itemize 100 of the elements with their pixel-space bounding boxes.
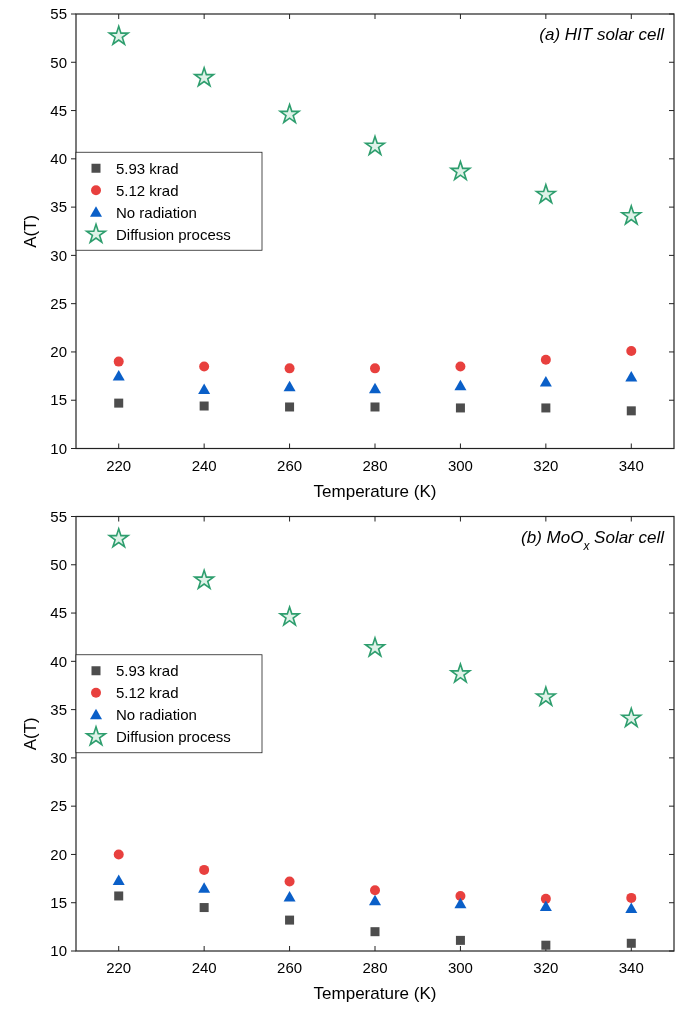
y-tick-label: 25 <box>50 797 67 815</box>
point <box>114 891 124 901</box>
point <box>370 402 380 412</box>
legend-label: 5.93 krad <box>116 662 179 679</box>
x-tick-label: 220 <box>106 456 132 474</box>
point <box>193 569 215 590</box>
point <box>450 663 471 683</box>
point <box>112 874 125 886</box>
legend-label: No radiation <box>116 706 197 723</box>
point <box>284 876 295 887</box>
x-tick-label: 300 <box>447 456 473 474</box>
y-tick-label: 40 <box>50 150 67 168</box>
point <box>108 528 129 548</box>
point <box>540 893 551 904</box>
y-tick-label: 25 <box>50 294 67 312</box>
x-tick-label: 220 <box>106 959 132 976</box>
y-tick-label: 15 <box>50 893 67 911</box>
point <box>112 370 125 381</box>
y-tick-label: 20 <box>50 845 67 863</box>
point <box>450 160 471 181</box>
legend-label: 5.12 krad <box>116 684 179 701</box>
y-tick-label: 50 <box>50 53 67 71</box>
point <box>626 938 636 948</box>
point <box>284 363 295 374</box>
y-tick-label: 10 <box>50 439 67 457</box>
point <box>108 25 129 46</box>
point <box>198 882 211 893</box>
x-tick-label: 320 <box>533 959 559 976</box>
point <box>199 864 210 875</box>
legend-label: Diffusion process <box>116 225 231 243</box>
point <box>364 637 386 657</box>
y-tick-label: 15 <box>50 391 67 409</box>
point <box>193 67 215 87</box>
x-tick-label: 340 <box>618 456 644 474</box>
legend-label: Diffusion process <box>116 728 231 745</box>
point <box>369 894 381 906</box>
y-tick-label: 30 <box>50 246 67 264</box>
point <box>285 402 295 412</box>
y-tick-label: 50 <box>50 556 67 574</box>
point <box>370 363 380 374</box>
point <box>198 383 211 395</box>
y-tick-label: 55 <box>50 5 67 23</box>
y-tick-label: 40 <box>50 652 67 670</box>
point <box>541 940 551 950</box>
point <box>283 890 296 902</box>
y-tick-label: 55 <box>50 507 67 525</box>
point <box>113 849 124 860</box>
point <box>199 903 209 913</box>
x-tick-label: 320 <box>533 456 559 474</box>
y-tick-label: 35 <box>50 198 67 216</box>
y-tick-label: 35 <box>50 700 67 718</box>
point <box>535 686 557 706</box>
y-tick-label: 10 <box>50 942 67 960</box>
legend-label: No radiation <box>116 203 197 221</box>
point <box>370 885 380 896</box>
point <box>535 183 557 204</box>
point <box>455 935 465 945</box>
annotation: (b) MoO$_{x}$ Solar cell <box>521 527 666 553</box>
point <box>370 927 380 937</box>
x-axis-title: Temperature (K) <box>313 481 437 501</box>
point <box>626 406 636 416</box>
point <box>199 401 209 411</box>
point <box>539 900 552 912</box>
x-axis-title: Temperature (K) <box>313 984 437 1003</box>
point <box>621 707 642 728</box>
point <box>625 902 638 914</box>
point <box>541 403 551 413</box>
point <box>455 890 466 901</box>
point <box>113 356 124 367</box>
point <box>626 892 637 903</box>
annotation: (a) HIT solar cell <box>539 25 666 44</box>
point <box>540 354 551 365</box>
point <box>626 345 637 356</box>
point <box>539 375 552 387</box>
x-tick-label: 260 <box>277 959 303 976</box>
x-tick-label: 300 <box>447 959 473 976</box>
point <box>455 403 465 413</box>
point <box>625 371 638 382</box>
point <box>114 398 124 408</box>
point <box>279 103 300 124</box>
point <box>283 380 296 392</box>
point <box>285 915 295 925</box>
x-tick-label: 340 <box>618 959 644 976</box>
legend-label: 5.93 krad <box>116 159 179 177</box>
point <box>621 205 642 225</box>
x-tick-label: 280 <box>362 959 388 976</box>
y-tick-label: 20 <box>50 343 67 361</box>
point <box>364 135 386 156</box>
x-tick-label: 240 <box>191 456 217 474</box>
x-tick-label: 280 <box>362 456 388 474</box>
point <box>454 379 467 391</box>
y-axis-title: A(T) <box>21 214 40 248</box>
y-tick-label: 45 <box>50 604 67 622</box>
y-tick-label: 30 <box>50 749 67 767</box>
point <box>454 897 467 909</box>
point <box>199 361 210 372</box>
y-axis-title: A(T) <box>21 717 40 751</box>
legend-label: 5.12 krad <box>116 181 179 199</box>
point <box>455 361 466 372</box>
point <box>279 606 300 626</box>
